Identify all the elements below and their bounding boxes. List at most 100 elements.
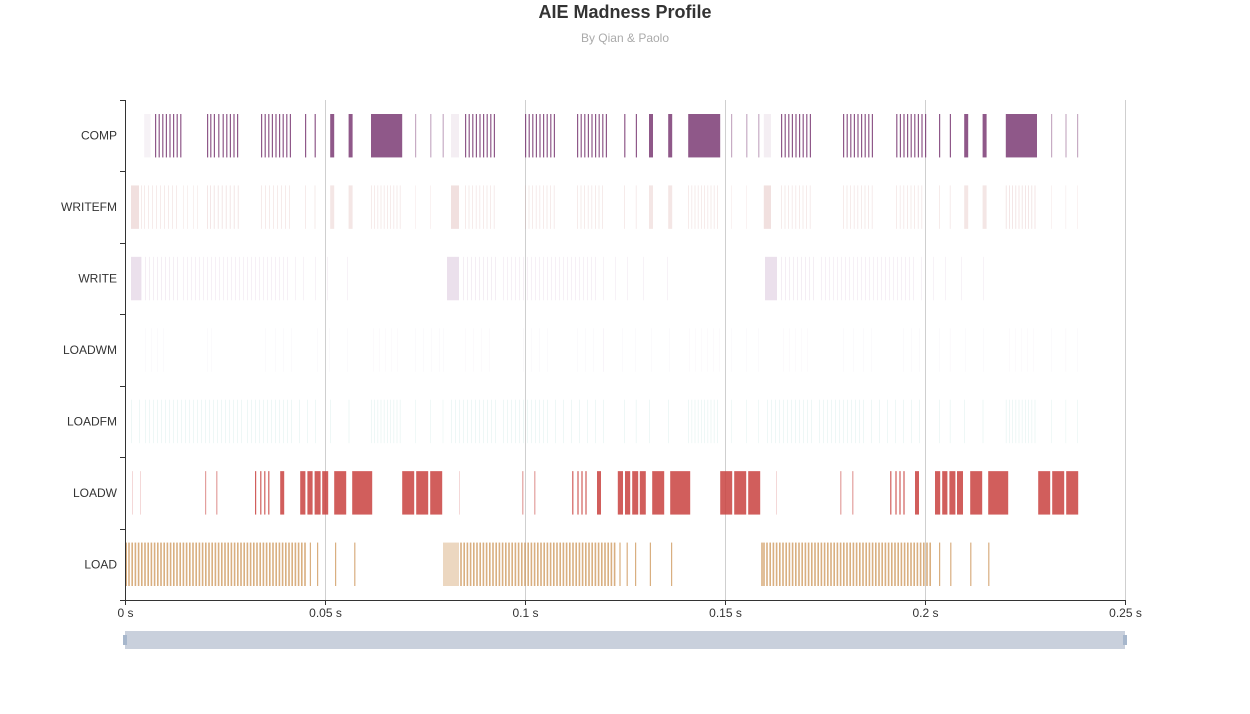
bar-load[interactable] <box>849 542 851 586</box>
bar-write[interactable] <box>145 256 146 301</box>
bar-load[interactable] <box>492 542 494 586</box>
bar-write[interactable] <box>889 256 890 301</box>
bar-writefm[interactable] <box>277 185 278 229</box>
bar-write[interactable] <box>177 256 178 301</box>
bar-loadwm[interactable] <box>385 328 386 372</box>
bar-write[interactable] <box>161 256 162 301</box>
bar-comp[interactable] <box>528 114 530 158</box>
bar-loadwm[interactable] <box>531 328 532 372</box>
bar-loadfm[interactable] <box>217 399 218 444</box>
bar-comp[interactable] <box>868 114 870 158</box>
bar-writefm[interactable] <box>472 185 473 229</box>
bar-writefm[interactable] <box>917 185 919 229</box>
bar-load[interactable] <box>578 542 581 586</box>
bar-writefm[interactable] <box>261 185 262 229</box>
bar-loadwm[interactable] <box>423 328 424 372</box>
bar-loadw[interactable] <box>1038 471 1051 515</box>
bar-loadfm[interactable] <box>377 399 379 444</box>
bar-write[interactable] <box>203 256 204 301</box>
bar-loadfm[interactable] <box>315 399 316 444</box>
bar-writefm[interactable] <box>903 185 905 229</box>
bar-loadwm[interactable] <box>801 328 802 372</box>
bar-load[interactable] <box>469 542 472 586</box>
bar-loadwm[interactable] <box>731 328 732 372</box>
bar-load[interactable] <box>775 542 778 586</box>
bar-loadfm[interactable] <box>157 399 158 444</box>
bar-loadwm[interactable] <box>939 328 940 372</box>
bar-load[interactable] <box>131 542 133 586</box>
bar-loadfm[interactable] <box>255 399 256 444</box>
bar-loadfm[interactable] <box>479 399 480 444</box>
bar-loadfm[interactable] <box>859 399 860 444</box>
bar-load[interactable] <box>498 542 501 586</box>
bar-load[interactable] <box>335 542 337 586</box>
bar-load[interactable] <box>281 542 284 586</box>
bar-comp[interactable] <box>144 114 151 158</box>
bar-load[interactable] <box>150 542 153 586</box>
bar-loadfm[interactable] <box>543 399 544 444</box>
bar-loadwm[interactable] <box>465 328 466 372</box>
bar-load[interactable] <box>649 542 651 586</box>
bar-loadfm[interactable] <box>259 399 260 444</box>
bar-loadw[interactable] <box>430 471 443 515</box>
bar-loadfm[interactable] <box>503 399 504 444</box>
bar-loadfm[interactable] <box>827 399 828 444</box>
bar-write[interactable] <box>327 256 328 301</box>
bar-loadwm[interactable] <box>651 328 652 372</box>
bar-writefm[interactable] <box>465 185 466 229</box>
bar-write[interactable] <box>983 256 984 301</box>
bar-comp[interactable] <box>635 114 637 158</box>
bar-write[interactable] <box>583 256 584 301</box>
bar-load[interactable] <box>597 542 600 586</box>
bar-load[interactable] <box>530 542 533 586</box>
bar-write[interactable] <box>169 256 170 301</box>
bar-loadfm[interactable] <box>221 399 222 444</box>
bar-loadw[interactable] <box>577 471 579 515</box>
bar-comp[interactable] <box>271 114 273 158</box>
bar-writefm[interactable] <box>697 185 699 229</box>
bar-load[interactable] <box>501 542 504 586</box>
bar-writefm[interactable] <box>1018 185 1020 229</box>
bar-comp[interactable] <box>155 114 157 158</box>
bar-write[interactable] <box>219 256 220 301</box>
bar-loadfm[interactable] <box>879 399 880 444</box>
bar-load[interactable] <box>521 542 523 586</box>
bar-comp[interactable] <box>229 114 231 158</box>
bar-writefm[interactable] <box>939 185 940 229</box>
bar-comp[interactable] <box>465 114 467 158</box>
bar-writefm[interactable] <box>1065 185 1067 229</box>
bar-loadfm[interactable] <box>1005 399 1007 444</box>
bar-writefm[interactable] <box>1051 185 1052 229</box>
bar-write[interactable] <box>913 256 914 301</box>
bar-loadfm[interactable] <box>527 399 528 444</box>
bar-load[interactable] <box>317 542 319 586</box>
bar-loadfm[interactable] <box>787 399 788 444</box>
bar-write[interactable] <box>191 256 192 301</box>
bar-write[interactable] <box>627 256 628 301</box>
bar-comp[interactable] <box>896 114 898 158</box>
bar-loadfm[interactable] <box>710 399 712 444</box>
bar-loadfm[interactable] <box>205 399 206 444</box>
bar-loadwm[interactable] <box>789 328 790 372</box>
bar-comp[interactable] <box>286 114 288 158</box>
bar-writefm[interactable] <box>396 185 398 229</box>
bar-writefm[interactable] <box>577 185 578 229</box>
bar-load[interactable] <box>827 542 829 586</box>
bar-writefm[interactable] <box>982 185 987 229</box>
bar-write[interactable] <box>131 256 142 301</box>
bar-loadw[interactable] <box>534 471 536 515</box>
bar-loadfm[interactable] <box>511 399 512 444</box>
bar-load[interactable] <box>485 542 488 586</box>
bar-comp[interactable] <box>799 114 801 158</box>
bar-write[interactable] <box>157 256 158 301</box>
bar-comp[interactable] <box>598 114 600 158</box>
bar-loadwm[interactable] <box>719 328 720 372</box>
bar-comp[interactable] <box>746 114 748 158</box>
bar-load[interactable] <box>278 542 281 586</box>
bar-load[interactable] <box>169 542 172 586</box>
bar-loadwm[interactable] <box>443 328 444 372</box>
bar-load[interactable] <box>610 542 613 586</box>
bar-loadwm[interactable] <box>1033 328 1034 372</box>
bar-writefm[interactable] <box>1005 185 1007 229</box>
bar-loadfm[interactable] <box>495 399 496 444</box>
